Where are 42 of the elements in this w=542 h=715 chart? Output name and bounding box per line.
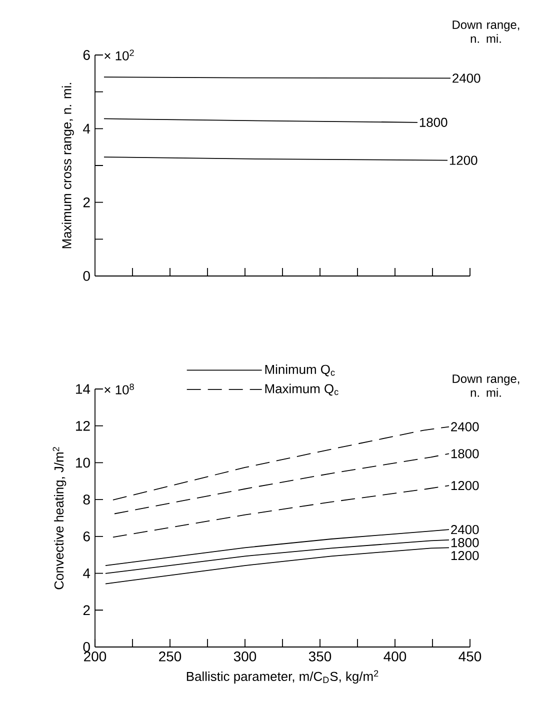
line-series [112,485,450,538]
y-axis-title: Convective heating, J/m$^{2}$ [52,447,66,590]
series-label: 1200 [450,156,478,165]
series-label: 2400 [451,422,479,432]
y-tick-label: 2 [83,197,90,208]
legend-title: Down range, n. mi. [452,374,520,397]
text: Minimum Q$_{c}$ [265,364,335,376]
line-series [114,453,450,514]
y-tick-label: 2 [83,605,90,616]
y-tick-label: 12 [76,420,90,431]
annotation: × 10$^{2}$ [104,50,134,60]
legend-title: Down range, n. mi. [452,20,520,43]
line-series [105,539,450,574]
x-tick-label: 450 [458,651,482,662]
y-axis-title: Maximum cross range, n. mi. [62,82,74,248]
x-axis-title: Ballistic parameter, m/C$_{D}$S, kg/m$^{2}$ [186,670,378,684]
y-tick-label: 4 [83,568,90,578]
y-tick-label: 4 [83,124,90,134]
line-series [105,529,450,566]
line-series [112,426,450,500]
annotation: Maximum Q$_{c}$ [265,384,338,396]
x-tick-label: 400 [384,651,406,662]
x-tick-label: 200 [84,651,106,662]
series-label: 1800 [420,118,448,127]
line-series [105,547,450,584]
series-label: 2400 [452,74,480,83]
x-tick-label: 350 [308,651,332,662]
series-label: 2400 [451,525,479,534]
series-label: 1200 [451,480,479,490]
series-label: 1800 [451,449,479,458]
x-tick-label: 250 [159,651,182,662]
series-label: 1200 [451,550,479,560]
y-tick-label: 0 [83,271,90,281]
y-tick-label: 0 [83,642,90,652]
annotation: × 10$^{8}$ [104,384,134,394]
x-tick-label: 300 [234,651,256,662]
y-tick-label: 10 [76,458,90,468]
y-tick-label: 6 [83,531,90,542]
series-label: 1800 [451,538,479,548]
y-tick-label: 8 [83,494,90,505]
y-tick-label: 6 [83,50,90,60]
y-tick-label: 14 [76,384,90,394]
